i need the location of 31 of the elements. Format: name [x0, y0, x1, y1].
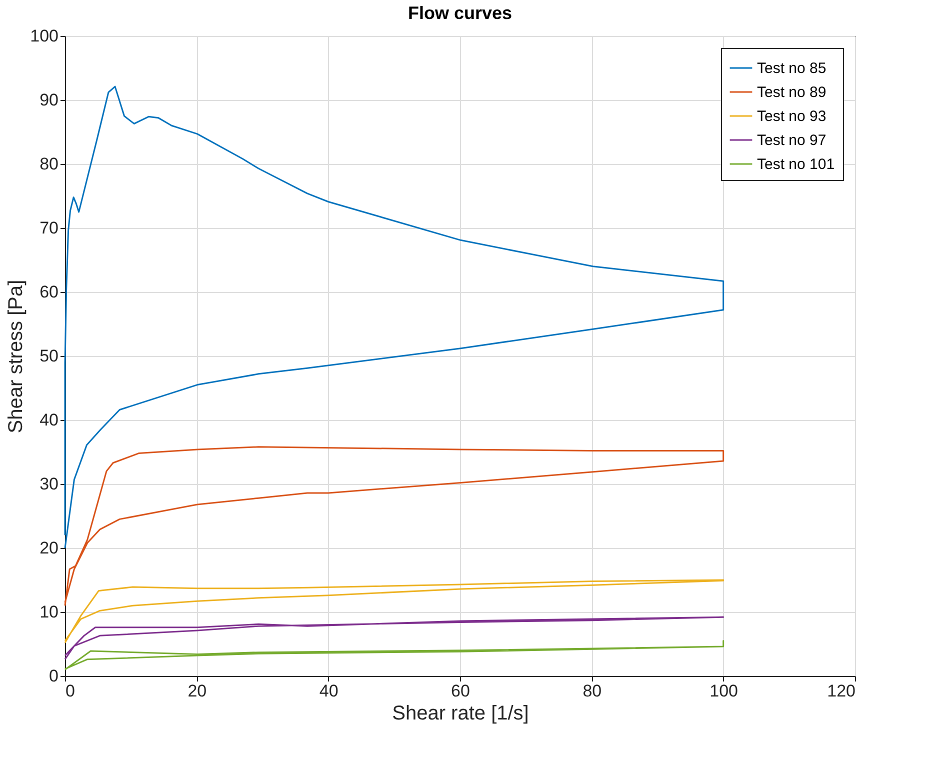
chart-title: Flow curves: [408, 3, 512, 23]
y-tick-label: 10: [40, 602, 58, 622]
y-tick-label: 50: [40, 346, 58, 366]
legend-label: Test no 97: [757, 132, 826, 149]
y-tick-label: 100: [30, 26, 58, 46]
legend-label: Test no 89: [757, 84, 826, 101]
y-axis-title: Shear stress [Pa]: [5, 280, 28, 434]
y-tick-label: 70: [40, 218, 58, 238]
line-series: [64, 640, 724, 670]
line-series: [64, 446, 724, 606]
x-tick-label: 80: [582, 682, 602, 700]
y-tick-label: 60: [40, 282, 58, 302]
x-tick-label: 40: [319, 682, 338, 700]
y-tick-label: 40: [40, 410, 58, 430]
legend-label: Test no 85: [757, 60, 826, 77]
x-tick-label: 0: [66, 682, 75, 700]
x-tick-label: 120: [827, 682, 856, 700]
line-series: [64, 86, 724, 549]
x-tick-label: 100: [710, 682, 738, 700]
x-axis-title: Shear rate [1/s]: [392, 702, 529, 724]
y-tick-label: 30: [40, 474, 58, 494]
line-series: [64, 616, 724, 660]
y-tick-label: 0: [49, 666, 58, 686]
y-tick-label: 90: [40, 90, 58, 110]
legend-label: Test no 93: [757, 108, 826, 125]
y-tick-label: 20: [40, 538, 58, 558]
y-tick-label: 80: [40, 154, 58, 174]
x-tick-label: 60: [451, 682, 470, 700]
x-tick-label: 20: [188, 682, 207, 700]
line-series: [64, 579, 724, 644]
legend-label: Test no 101: [757, 156, 835, 173]
